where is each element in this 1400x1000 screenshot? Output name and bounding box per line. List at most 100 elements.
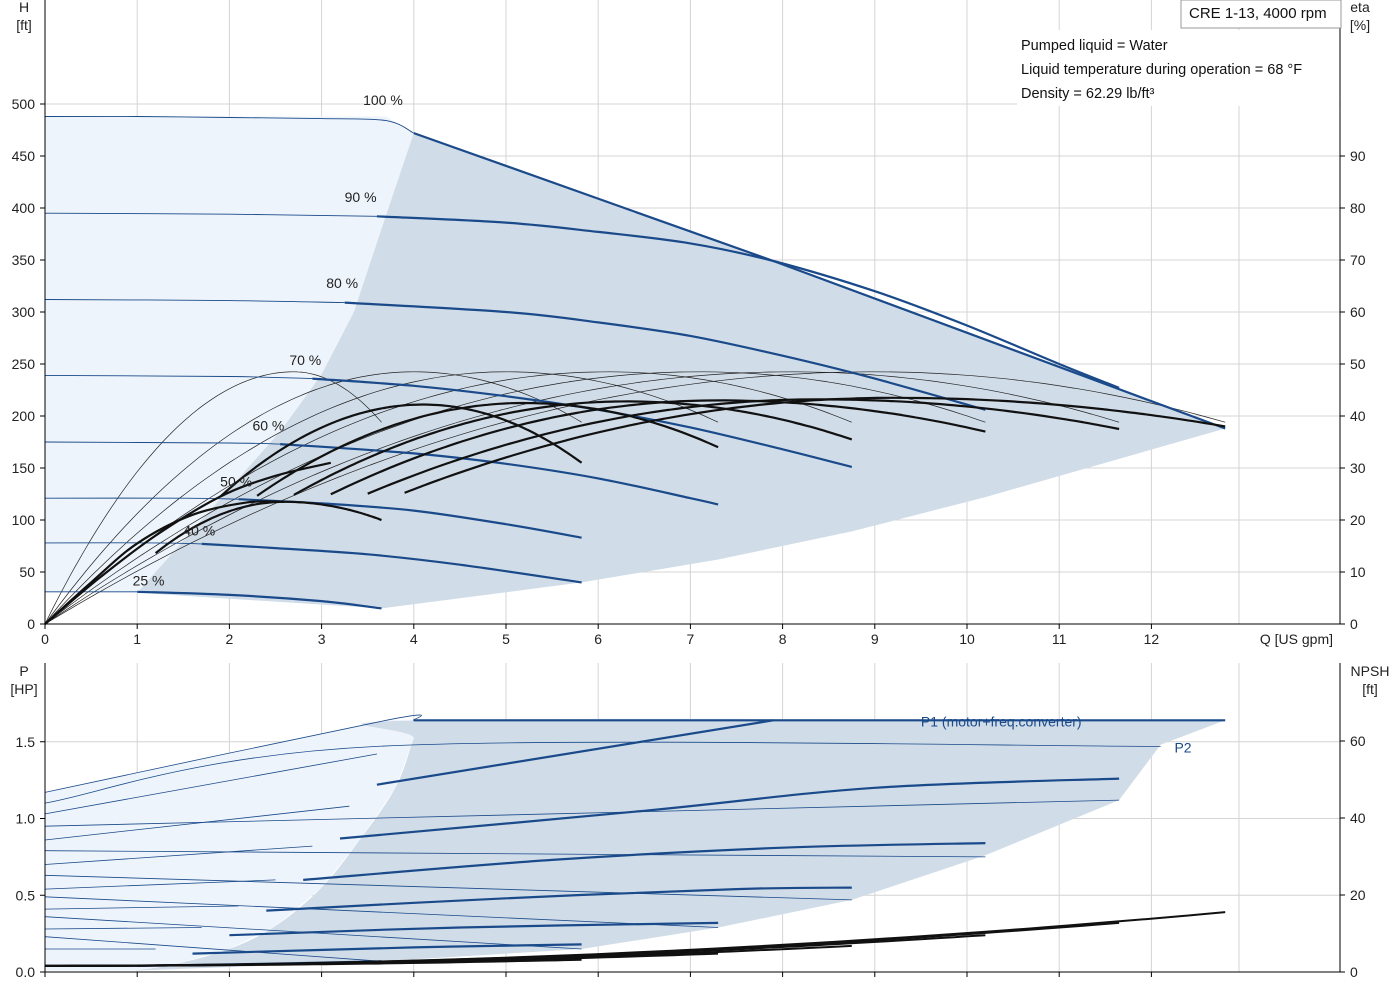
y-tick-label-right: 30 bbox=[1350, 460, 1366, 476]
y-tick-label-left: 100 bbox=[12, 512, 36, 528]
y-axis-title-right: NPSH bbox=[1351, 663, 1390, 679]
info-panel-bg bbox=[1017, 30, 1339, 106]
p1-label: P1 (motor+freq.converter) bbox=[921, 713, 1082, 729]
head-shutoff-3 bbox=[44, 374, 313, 380]
y-tick-label-right: 0 bbox=[1350, 616, 1358, 632]
speed-label-70pct: 70 % bbox=[289, 352, 321, 368]
p1-thin-curve-1 bbox=[44, 753, 377, 815]
eff-thick-curve-3 bbox=[293, 400, 853, 496]
y-tick-label-right: 60 bbox=[1350, 304, 1366, 320]
p1-thin-curve-3 bbox=[44, 845, 313, 865]
p2-curve-6 bbox=[44, 936, 382, 962]
y-tick-label-left: 0.0 bbox=[16, 964, 36, 980]
head-shutoff-5 bbox=[44, 497, 239, 500]
eff-thin-curve-3 bbox=[44, 371, 852, 625]
y-tick-label-right: 60 bbox=[1350, 733, 1366, 749]
y-tick-label-right: 90 bbox=[1350, 148, 1366, 164]
pump-title-box bbox=[1180, 0, 1342, 29]
p1-thin-curve-2 bbox=[44, 805, 350, 841]
eff-thin-curve-4 bbox=[44, 371, 719, 625]
y-tick-label-left: 500 bbox=[12, 96, 36, 112]
eff-thin-curve-2 bbox=[44, 371, 986, 625]
y-axis-unit-right: [ft] bbox=[1362, 681, 1378, 697]
y-tick-label-left: 1.0 bbox=[16, 811, 36, 827]
p2-curve-0 bbox=[44, 741, 1161, 804]
speed-label-100pct: 100 % bbox=[363, 92, 403, 108]
info-line-temperature: Liquid temperature during operation = 68… bbox=[1021, 62, 1302, 78]
head-shutoff-1 bbox=[44, 212, 377, 217]
y-tick-label-right: 50 bbox=[1350, 356, 1366, 372]
y-axis-unit-left: [ft] bbox=[16, 17, 32, 33]
x-axis-title: Q [US gpm] bbox=[1260, 631, 1333, 647]
y-tick-label-left: 0.5 bbox=[16, 887, 36, 903]
head-efficiency-panel: 100 %90 %80 %70 %60 %50 %40 %25 %0501001… bbox=[12, 0, 1370, 647]
speed-label-40pct: 40 % bbox=[183, 523, 215, 539]
x-tick-label: 8 bbox=[779, 631, 787, 647]
p1-curve-6 bbox=[192, 943, 582, 955]
x-tick-label: 5 bbox=[502, 631, 510, 647]
npsh-curve-5 bbox=[45, 958, 582, 967]
eff-thin-curve-0 bbox=[44, 371, 1226, 625]
x-tick-label: 4 bbox=[410, 631, 418, 647]
y-tick-label-right: 0 bbox=[1350, 964, 1358, 980]
y-tick-label-left: 350 bbox=[12, 252, 36, 268]
x-tick-label: 7 bbox=[687, 631, 695, 647]
info-box: CRE 1-13, 4000 rpm Pumped liquid = Water… bbox=[1017, 0, 1342, 106]
y-tick-label-left: 200 bbox=[12, 408, 36, 424]
y-tick-label-right: 70 bbox=[1350, 252, 1366, 268]
p2-curve-1 bbox=[44, 799, 1120, 827]
y-tick-label-left: 50 bbox=[19, 564, 35, 580]
head-curve-7 bbox=[137, 590, 382, 610]
speed-label-90pct: 90 % bbox=[345, 189, 377, 205]
y-tick-label-left: 0 bbox=[27, 616, 35, 632]
head-curve-2 bbox=[344, 301, 986, 411]
y-tick-label-right: 20 bbox=[1350, 887, 1366, 903]
eff-thick-curve-1 bbox=[367, 398, 1120, 495]
p2-label: P2 bbox=[1174, 739, 1191, 755]
speed-label-50pct: 50 % bbox=[220, 474, 252, 490]
p1-curve-3 bbox=[303, 842, 986, 881]
y-tick-label-right: 20 bbox=[1350, 512, 1366, 528]
y-tick-label-right: 80 bbox=[1350, 200, 1366, 216]
speed-label-80pct: 80 % bbox=[326, 275, 358, 291]
pump-title: CRE 1-13, 4000 rpm bbox=[1189, 5, 1327, 22]
x-tick-label: 0 bbox=[41, 631, 49, 647]
y-tick-label-left: 250 bbox=[12, 356, 36, 372]
x-tick-label: 10 bbox=[959, 631, 975, 647]
head-shutoff-0 bbox=[44, 115, 415, 134]
speed-label-25pct: 25 % bbox=[133, 573, 165, 589]
x-tick-label: 2 bbox=[226, 631, 234, 647]
head-shutoff-4 bbox=[44, 441, 281, 445]
eff-thick-curve-5 bbox=[219, 403, 583, 498]
y-axis-title-left: P bbox=[19, 663, 28, 679]
y-axis-unit-left: [HP] bbox=[10, 681, 37, 697]
y-axis-unit-right: [%] bbox=[1350, 17, 1370, 33]
p2-curve-2 bbox=[44, 850, 986, 858]
power-npsh-panel: P1 (motor+freq.converter) P2 0.0 0.5 1.0 1.5 0… bbox=[10, 663, 1389, 980]
y-tick-label-left: 150 bbox=[12, 460, 36, 476]
eff-thin-curve-5 bbox=[44, 371, 582, 625]
x-tick-label: 1 bbox=[133, 631, 141, 647]
x-tick-label: 3 bbox=[318, 631, 326, 647]
y-tick-label-left: 300 bbox=[12, 304, 36, 320]
p1-curve-5 bbox=[229, 921, 719, 937]
light-area bbox=[45, 116, 414, 593]
p2-curve-3 bbox=[44, 874, 852, 901]
y-tick-label-right: 10 bbox=[1350, 564, 1366, 580]
p1-thin-curve-4 bbox=[44, 879, 276, 890]
operating-area bbox=[137, 718, 1226, 971]
p1-thin-curve-6 bbox=[44, 927, 202, 930]
eff-thick-origin-low bbox=[44, 500, 285, 625]
info-line-density: Density = 62.29 lb/ft³ bbox=[1021, 86, 1155, 102]
y-tick-label-left: 450 bbox=[12, 148, 36, 164]
x-tick-label: 12 bbox=[1144, 631, 1160, 647]
y-axis-title-right: eta bbox=[1350, 0, 1370, 15]
p1-thin-curve-5 bbox=[44, 905, 239, 910]
head-curve-1 bbox=[376, 215, 1120, 389]
p2-curve-4 bbox=[44, 896, 719, 928]
head-shutoff-6 bbox=[44, 542, 202, 545]
eff-thick-curve-6 bbox=[154, 500, 382, 555]
p1-thin-curve-0 bbox=[44, 714, 422, 793]
y-tick-label-left: 400 bbox=[12, 200, 36, 216]
